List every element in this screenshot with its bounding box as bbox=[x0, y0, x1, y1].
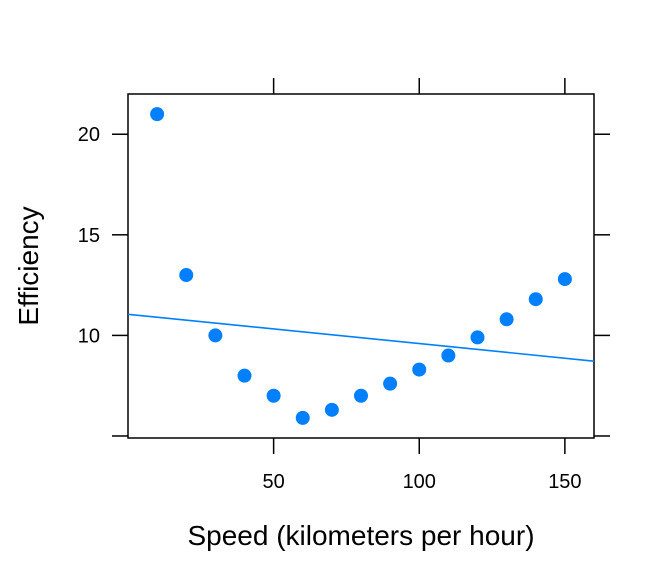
axis-ticks bbox=[112, 78, 610, 454]
axis-tick-labels: 50 100 150 10 15 20 bbox=[78, 124, 582, 493]
data-points bbox=[150, 107, 572, 425]
data-point bbox=[412, 362, 427, 377]
data-point bbox=[208, 328, 223, 343]
x-axis-title: Speed (kilometers per hour) bbox=[187, 520, 534, 551]
data-point bbox=[295, 410, 310, 425]
data-point bbox=[237, 368, 252, 383]
fit-line-group bbox=[127, 313, 595, 362]
x-tick-label: 100 bbox=[403, 471, 436, 493]
data-point bbox=[383, 376, 398, 391]
data-point bbox=[179, 268, 194, 283]
data-point bbox=[266, 388, 281, 403]
data-point bbox=[499, 312, 514, 327]
y-tick-label: 10 bbox=[78, 325, 100, 347]
x-tick-label: 150 bbox=[548, 471, 581, 493]
x-tick-label: 50 bbox=[263, 471, 285, 493]
y-axis-title: Efficiency bbox=[13, 206, 44, 325]
y-tick-label: 15 bbox=[78, 225, 100, 247]
y-tick-label: 20 bbox=[78, 124, 100, 146]
plot-frame bbox=[127, 93, 595, 439]
data-point bbox=[150, 107, 165, 122]
data-point bbox=[528, 292, 543, 307]
data-point bbox=[324, 402, 339, 417]
fit-line bbox=[127, 313, 595, 362]
data-point bbox=[557, 272, 572, 287]
data-point bbox=[354, 388, 368, 403]
data-point bbox=[470, 330, 485, 345]
data-point bbox=[441, 348, 456, 363]
